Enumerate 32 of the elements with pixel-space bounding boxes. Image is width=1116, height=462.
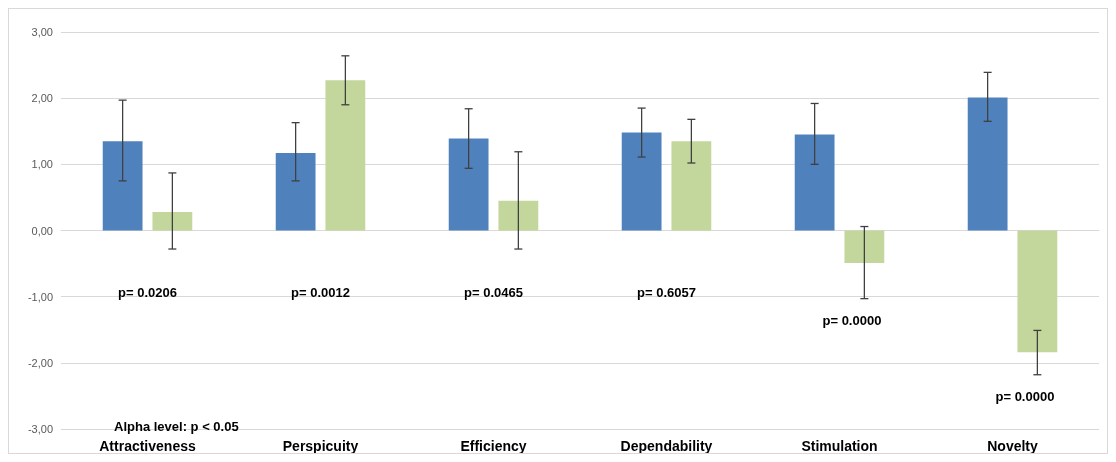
y-tick-label: 3,00 bbox=[31, 26, 53, 38]
x-tick-label: Dependability bbox=[620, 438, 713, 454]
annotation: p= 0.6057 bbox=[637, 285, 696, 300]
bar bbox=[102, 141, 143, 231]
y-tick-label: 0,00 bbox=[31, 224, 53, 237]
x-tick-label: Novelty bbox=[987, 438, 1038, 454]
bar bbox=[325, 80, 366, 231]
x-tick-label: Perspicuity bbox=[282, 438, 359, 454]
annotation: p= 0.0000 bbox=[822, 313, 882, 329]
annotation: p= 0.0000 bbox=[995, 389, 1055, 405]
annotation: p= 0.0012 bbox=[291, 285, 350, 300]
y-tick-label: -3,00 bbox=[27, 423, 53, 435]
annotation: p= 0.0206 bbox=[118, 285, 177, 300]
bar bbox=[794, 134, 835, 231]
bar bbox=[152, 211, 193, 231]
y-tick-label: -2,00 bbox=[27, 356, 53, 369]
bar bbox=[1017, 230, 1058, 353]
annotation: Alpha level: p < 0.05 bbox=[114, 419, 239, 434]
bar bbox=[671, 141, 712, 231]
bar bbox=[621, 132, 662, 231]
annotation: p= 0.0465 bbox=[464, 285, 523, 300]
bar bbox=[498, 200, 539, 231]
bar bbox=[448, 138, 489, 231]
y-tick-label: 2,00 bbox=[31, 92, 53, 105]
y-tick-label: 1,00 bbox=[31, 158, 53, 171]
x-tick-label: Attractiveness bbox=[99, 438, 196, 454]
bar bbox=[967, 97, 1008, 231]
y-tick-label: -1,00 bbox=[27, 290, 53, 303]
bar bbox=[844, 230, 885, 263]
bar bbox=[275, 153, 316, 231]
x-tick-label: Efficiency bbox=[460, 438, 527, 454]
x-tick-label: Stimulation bbox=[801, 438, 878, 454]
